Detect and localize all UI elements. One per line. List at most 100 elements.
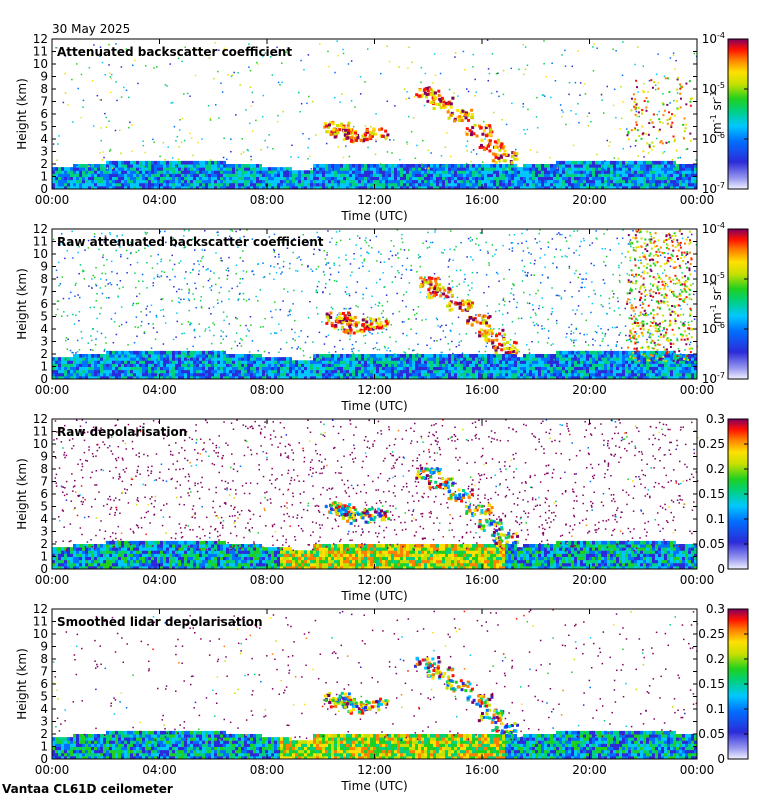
band-cell (460, 164, 463, 168)
band-cell (688, 173, 691, 177)
band-cell (148, 182, 151, 187)
noise-dot (218, 117, 220, 119)
noise-dot (406, 168, 409, 170)
noise-dot (340, 328, 343, 331)
band-cell (313, 182, 316, 187)
boundary-layer-band (52, 160, 697, 190)
noise-dot (386, 100, 389, 103)
band-cell (166, 372, 169, 377)
band-cell (367, 179, 370, 184)
noise-dot (198, 335, 201, 338)
x-tick-label: 00:00 (680, 193, 715, 207)
cloud-cell (492, 159, 496, 163)
band-cell (181, 354, 184, 358)
band-cell (304, 363, 307, 367)
noise-dot (472, 149, 475, 151)
band-cell (628, 363, 631, 367)
band-cell (166, 164, 169, 168)
noise-dot (448, 260, 450, 262)
band-cell (550, 182, 553, 187)
band-cell (646, 182, 649, 187)
band-cell (472, 363, 475, 367)
band-cell (178, 354, 181, 358)
band-cell (292, 185, 295, 190)
band-cell (397, 357, 400, 361)
cloud-cell (494, 161, 498, 165)
band-cell (490, 167, 493, 171)
band-cell (316, 179, 319, 184)
noise-dot (200, 307, 203, 309)
band-cell (580, 185, 583, 190)
band-cell (547, 185, 550, 190)
band-cell (574, 360, 577, 364)
band-cell (322, 375, 325, 380)
noise-dot (64, 257, 66, 260)
band-cell (157, 160, 160, 165)
band-cell (250, 164, 253, 168)
band-cell (64, 167, 67, 171)
band-cell (109, 366, 112, 371)
noise-dot (378, 302, 381, 305)
band-cell (202, 182, 205, 187)
band-cell (154, 164, 157, 168)
band-cell (91, 185, 94, 190)
band-cell (460, 369, 463, 374)
noise-dot (276, 120, 279, 123)
band-cell (277, 357, 280, 361)
band-cell (481, 360, 484, 364)
band-cell (379, 369, 382, 374)
noise-dot (557, 164, 559, 167)
band-cell (73, 185, 76, 190)
band-cell (349, 366, 352, 371)
band-cell (586, 160, 589, 165)
band-cell (235, 369, 238, 374)
noise-dot (571, 65, 574, 68)
band-cell (217, 357, 220, 361)
aerosol-cell (635, 106, 638, 109)
band-cell (379, 170, 382, 174)
noise-dot (354, 106, 356, 108)
band-cell (361, 173, 364, 177)
band-cell (61, 179, 64, 184)
band-cell (493, 176, 496, 181)
band-cell (676, 164, 679, 168)
cloud-cell (384, 135, 388, 139)
noise-dot (390, 324, 392, 326)
band-cell (367, 185, 370, 190)
band-cell (502, 360, 505, 364)
band-cell (484, 179, 487, 184)
band-cell (433, 363, 436, 367)
band-cell (514, 173, 517, 177)
cloud-cell (374, 132, 378, 136)
band-cell (412, 167, 415, 171)
noise-dot (599, 344, 601, 347)
band-cell (469, 182, 472, 187)
noise-dot (561, 116, 563, 118)
band-cell (172, 179, 175, 184)
band-cell (487, 366, 490, 371)
band-cell (487, 179, 490, 184)
band-cell (535, 173, 538, 177)
band-cell (253, 164, 256, 168)
noise-dot (575, 113, 577, 115)
band-cell (214, 357, 217, 361)
band-cell (370, 357, 373, 361)
band-cell (667, 366, 670, 371)
band-cell (382, 354, 385, 358)
band-cell (466, 167, 469, 171)
noise-dot (376, 348, 379, 351)
band-cell (253, 176, 256, 181)
band-cell (496, 182, 499, 187)
band-cell (229, 375, 232, 380)
noise-dot (251, 91, 254, 94)
band-cell (448, 176, 451, 181)
band-cell (598, 375, 601, 380)
band-cell (253, 182, 256, 187)
cloud-cell (423, 91, 427, 95)
band-cell (523, 170, 526, 174)
band-cell (187, 357, 190, 361)
band-cell (295, 170, 298, 174)
band-cell (148, 363, 151, 367)
band-cell (124, 375, 127, 380)
band-cell (127, 185, 130, 190)
